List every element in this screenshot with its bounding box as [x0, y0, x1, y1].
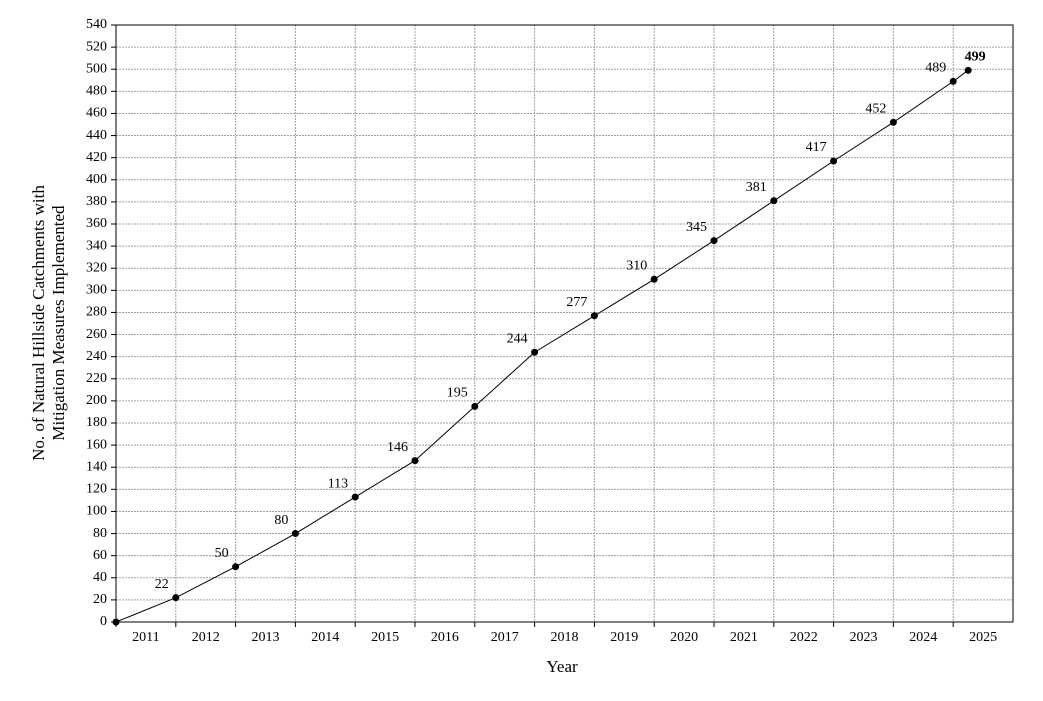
y-tick-label: 380: [86, 194, 107, 209]
data-label: 452: [865, 102, 886, 117]
x-tick-label: 2016: [431, 630, 459, 645]
point: [112, 618, 120, 626]
y-tick-label: 480: [86, 84, 107, 99]
point: [590, 312, 598, 320]
y-tick-label: 260: [86, 327, 107, 342]
y-axis-title: No. of Natural Hillside Catchments with …: [29, 185, 68, 461]
data-label: 195: [447, 386, 468, 401]
data-label: 277: [566, 295, 587, 310]
y-tick-label: 360: [86, 216, 107, 231]
point: [889, 118, 897, 126]
data-label: 499: [965, 50, 986, 65]
data-label: 244: [507, 331, 528, 346]
y-tick-label: 160: [86, 437, 107, 452]
x-tick-label: 2014: [311, 630, 339, 645]
y-tick-label: 440: [86, 128, 107, 143]
line: [115, 69, 969, 623]
data-label: 345: [686, 220, 707, 235]
point: [830, 157, 838, 165]
data-label: 80: [274, 513, 288, 528]
data-label: 417: [806, 140, 827, 155]
point: [710, 237, 718, 245]
point: [232, 563, 240, 571]
data-label: 22: [155, 577, 169, 592]
x-tick-label: 2022: [790, 630, 818, 645]
point: [351, 493, 359, 501]
point: [531, 348, 539, 356]
y-tick-label: 460: [86, 106, 107, 121]
y-tick-label: 20: [93, 592, 107, 607]
point: [964, 66, 972, 74]
data-label: 310: [626, 258, 647, 273]
x-tick-label: 2021: [730, 630, 758, 645]
y-tick-label: 240: [86, 349, 107, 364]
plot-frame: [115, 24, 1014, 623]
y-tick-label: 300: [86, 283, 107, 298]
x-tick-label: 2019: [610, 630, 638, 645]
point: [471, 402, 479, 410]
point: [949, 77, 957, 85]
point: [770, 197, 778, 205]
x-tick-label: 2013: [252, 630, 280, 645]
x-tick-label: 2012: [192, 630, 220, 645]
y-tick-label: 500: [86, 61, 107, 76]
y-axis-title-line: No. of Natural Hillside Catchments with: [29, 185, 48, 461]
y-axis-title-line: Mitigation Measures Implemented: [49, 205, 68, 441]
y-tick-label: 280: [86, 305, 107, 320]
data-label: 146: [387, 440, 408, 455]
x-tick-label: 2025: [969, 630, 997, 645]
y-tick-label: 0: [100, 614, 107, 629]
data-label: 489: [925, 61, 946, 76]
x-axis-title: Year: [546, 657, 578, 676]
y-tick-label: 60: [93, 548, 107, 563]
y-tick-label: 180: [86, 415, 107, 430]
y-tick-label: 220: [86, 371, 107, 386]
x-tick-label: 2018: [551, 630, 579, 645]
y-tick-label: 340: [86, 238, 107, 253]
point: [291, 530, 299, 538]
y-tick-label: 540: [86, 17, 107, 32]
y-tick-label: 80: [93, 526, 107, 541]
data-label: 50: [215, 546, 229, 561]
y-tick-label: 420: [86, 150, 107, 165]
y-tick-label: 140: [86, 459, 107, 474]
x-tick-label: 2017: [491, 630, 519, 645]
point: [172, 594, 180, 602]
y-tick-label: 520: [86, 39, 107, 54]
data-label: 113: [328, 476, 348, 491]
point: [650, 275, 658, 283]
y-tick-label: 320: [86, 260, 107, 275]
y-tick-label: 200: [86, 393, 107, 408]
x-tick-label: 2015: [371, 630, 399, 645]
y-tick-label: 40: [93, 570, 107, 585]
x-tick-label: 2020: [670, 630, 698, 645]
x-tick-label: 2011: [132, 630, 159, 645]
y-tick-label: 120: [86, 482, 107, 497]
point: [411, 457, 419, 465]
x-tick-label: 2023: [850, 630, 878, 645]
y-tick-label: 400: [86, 172, 107, 187]
x-tick-label: 2024: [909, 630, 937, 645]
data-label: 381: [746, 180, 767, 195]
y-tick-label: 100: [86, 504, 107, 519]
